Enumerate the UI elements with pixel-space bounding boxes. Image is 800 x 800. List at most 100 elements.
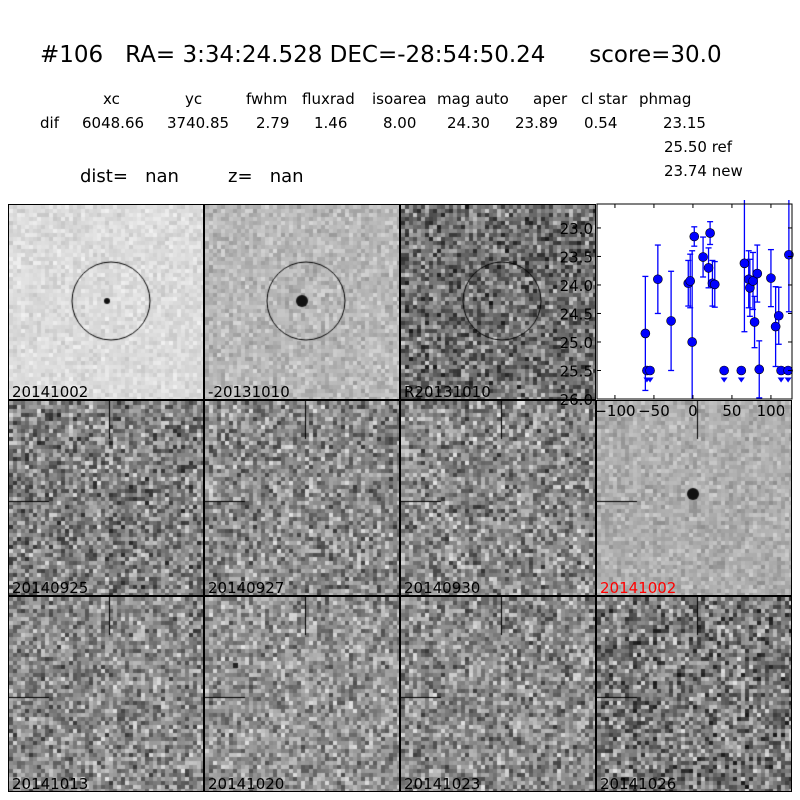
column-value: 2.79: [256, 114, 290, 132]
redshift: z= nan: [228, 166, 304, 187]
cutout-image: [597, 401, 791, 595]
dec: DEC=-28:54:50.24: [329, 42, 546, 68]
cutout-date-label: -20131010: [208, 383, 290, 400]
data-point: [739, 258, 750, 269]
image-cutout: 20141002: [596, 400, 792, 596]
data-point: [784, 249, 794, 260]
cutout-image: [401, 597, 595, 791]
cutout-date-label: 20141020: [208, 775, 285, 792]
image-cutout: 20141013: [8, 596, 204, 792]
column-value: 24.30: [447, 114, 490, 132]
data-point: [685, 276, 696, 286]
column-header: cl star: [581, 90, 628, 108]
y-tick-label: 24.0: [560, 277, 593, 295]
cutout-date-label: 20140927: [208, 579, 285, 596]
upper-limit-point: [719, 365, 729, 376]
cutout-image: [401, 401, 595, 595]
ref-mag: 25.50 ref: [664, 138, 733, 156]
image-cutout: 20141002: [8, 204, 204, 400]
data-point: [754, 364, 765, 375]
upper-limit-arrow: [646, 377, 654, 383]
data-point: [766, 273, 776, 283]
cutout-date-label: 20140925: [12, 579, 89, 596]
data-point: [770, 321, 781, 332]
cutout-date-label: 20141002: [600, 579, 677, 596]
image-cutout: 20141026: [596, 596, 792, 792]
data-point: [748, 276, 758, 286]
data-point: [709, 279, 720, 290]
upper-limit-arrow: [777, 377, 785, 383]
column-header: mag auto: [437, 90, 509, 108]
data-point: [773, 310, 784, 321]
image-cutout: 20140930: [400, 400, 596, 596]
data-point: [666, 316, 676, 326]
figure-title: #106 RA= 3:34:24.528 DEC=-28:54:50.24 sc…: [40, 42, 722, 68]
column-value: 23.89: [515, 114, 558, 132]
y-tick-label: 23.5: [560, 248, 593, 266]
y-tick-label: 24.5: [560, 305, 593, 323]
column-header: fwhm: [246, 90, 288, 108]
data-point: [698, 252, 708, 262]
dist: dist= nan: [80, 166, 179, 187]
column-value: 8.00: [383, 114, 417, 132]
cutout-image: [401, 205, 595, 399]
cutout-date-label: 20141002: [12, 383, 89, 400]
column-header: aper: [533, 90, 568, 108]
data-point: [653, 274, 663, 285]
light-curve-plot: 23.0 23.5 24.0 24.5 25.0 25.5 26.0−100 −50 0 50 10…: [560, 200, 794, 420]
cutout-date-label: 20140930: [404, 579, 481, 596]
data-point: [703, 263, 714, 273]
plot-frame: [596, 203, 793, 400]
upper-limit-point: [736, 365, 747, 376]
column-value: 0.54: [584, 114, 618, 132]
image-cutout: 20141020: [204, 596, 400, 792]
x-tick-label: 100: [757, 402, 786, 420]
cutout-image: [205, 597, 399, 791]
upper-limit-arrow: [720, 377, 728, 383]
cutout-image: [9, 597, 203, 791]
new-mag: 23.74 new: [664, 162, 743, 180]
cutout-image: [9, 205, 203, 399]
image-cutout: 20140927: [204, 400, 400, 596]
x-tick-label: 50: [722, 402, 741, 420]
data-point: [687, 337, 697, 347]
cutout-image: [597, 597, 791, 791]
upper-limit-arrow: [784, 377, 792, 383]
data-point: [689, 231, 700, 242]
column-header: isoarea: [372, 90, 427, 108]
ra: RA= 3:34:24.528: [125, 42, 323, 68]
cutout-date-label: 20141013: [12, 775, 89, 792]
cutout-date-label: 20141023: [404, 775, 481, 792]
x-tick-label: −50: [638, 402, 670, 420]
column-value: 23.15: [663, 114, 706, 132]
image-cutout: 20140925: [8, 400, 204, 596]
data-point: [752, 268, 763, 279]
data-point: [705, 228, 715, 238]
x-tick-label: −100: [594, 402, 635, 420]
cutout-image: [205, 401, 399, 595]
y-tick-label: 26.0: [560, 391, 593, 409]
image-cutout: R20131010: [400, 204, 596, 400]
y-tick-label: 23.0: [560, 220, 593, 238]
candidate-id: #106: [40, 42, 104, 68]
data-point: [749, 317, 760, 327]
image-cutout: -20131010: [204, 204, 400, 400]
cutout-image: [9, 401, 203, 595]
y-tick-label: 25.0: [560, 334, 593, 352]
image-cutout: 20141023: [400, 596, 596, 792]
column-header: xc: [103, 90, 120, 108]
x-tick-label: 0: [688, 402, 698, 420]
column-value: 6048.66: [82, 114, 145, 132]
cutout-date-label: 20141026: [600, 775, 677, 792]
upper-limit-point: [645, 365, 655, 376]
column-header: yc: [185, 90, 203, 108]
column-value: 3740.85: [167, 114, 230, 132]
column-header: phmag: [639, 90, 692, 108]
row-label: dif: [40, 114, 59, 132]
score: score=30.0: [589, 42, 722, 68]
column-value: 1.46: [314, 114, 348, 132]
cutout-image: [205, 205, 399, 399]
column-header: fluxrad: [302, 90, 355, 108]
cutout-date-label: R20131010: [404, 383, 491, 400]
